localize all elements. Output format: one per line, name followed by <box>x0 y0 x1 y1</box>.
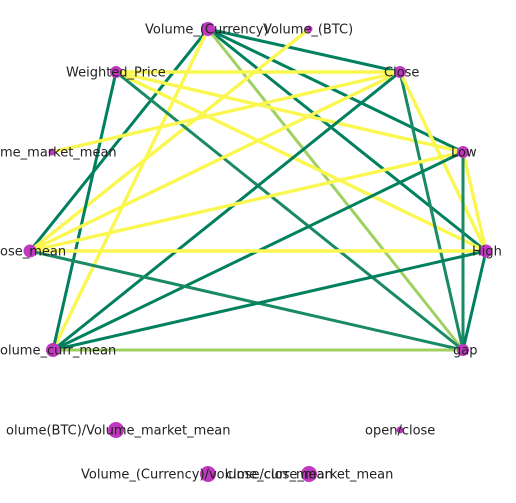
node-label-close: Close <box>384 66 419 81</box>
node-vol_cur <box>201 22 215 36</box>
edge-wprice-high <box>114 70 488 253</box>
edge-close-cmean <box>28 70 402 253</box>
node-label-vcur_ratio: Volume_(Currency)/volume_curr_mean <box>81 468 333 483</box>
edge-close-vcmean <box>51 70 402 352</box>
node-label-low: Low <box>451 146 477 161</box>
node-vcmean <box>46 343 60 357</box>
node-label-gap: gap <box>453 344 477 359</box>
node-label-wprice: Weighted_Price <box>66 66 166 81</box>
edge-low-cmean <box>28 150 465 253</box>
edge-vol_cur-gap <box>206 27 465 352</box>
node-vol_btc <box>305 25 313 33</box>
edge-close-gap <box>398 70 465 352</box>
node-label-cc_ratio: close/close_market_mean <box>226 468 393 483</box>
edge-vol_cur-low <box>206 27 465 154</box>
node-label-vol_btc: Volume_(BTC) <box>263 23 353 38</box>
edge-high-gap <box>461 249 488 352</box>
edge-layer <box>28 27 488 352</box>
node-label-vol_cur: Volume_(Currency) <box>145 23 269 38</box>
node-label-cmean: ose_mean <box>0 245 66 260</box>
node-label-vcmean: olume_curr_mean <box>0 344 116 359</box>
node-cc_ratio <box>301 466 317 482</box>
edge-high-vcmean <box>51 249 488 352</box>
node-cmean <box>23 244 37 258</box>
node-vbtc_ratio <box>108 422 124 438</box>
node-gap <box>457 344 469 356</box>
node-label-vbtc_ratio: olume(BTC)/Volume_market_mean <box>6 424 231 439</box>
node-label-openclose: open/close <box>365 424 435 439</box>
edge-vol_cur-high <box>206 27 488 253</box>
edge-low-high <box>461 150 488 253</box>
node-close <box>394 66 406 78</box>
edge-wprice-vcmean <box>51 70 118 352</box>
node-vmm <box>48 148 56 156</box>
node-label-high: High <box>472 245 502 260</box>
node-openclose <box>396 426 404 434</box>
edge-vol_cur-close <box>206 27 402 74</box>
edge-vol_btc-cmean <box>28 27 311 253</box>
edge-vol_cur-cmean <box>28 27 210 253</box>
node-layer <box>23 22 493 482</box>
node-wprice <box>110 66 122 78</box>
node-vcur_ratio <box>200 466 216 482</box>
node-label-vmm: me_market_mean <box>0 146 117 161</box>
edge-wprice-gap <box>114 70 465 352</box>
edge-close-vmm <box>50 70 402 154</box>
node-low <box>457 146 469 158</box>
edge-cmean-gap <box>28 249 465 352</box>
node-high <box>479 244 493 258</box>
edge-wprice-low <box>114 70 465 154</box>
edge-vol_cur-vcmean <box>51 27 210 352</box>
label-layer: Volume_(Currency)Volume_(BTC) Weighted_Pr… <box>0 23 502 483</box>
